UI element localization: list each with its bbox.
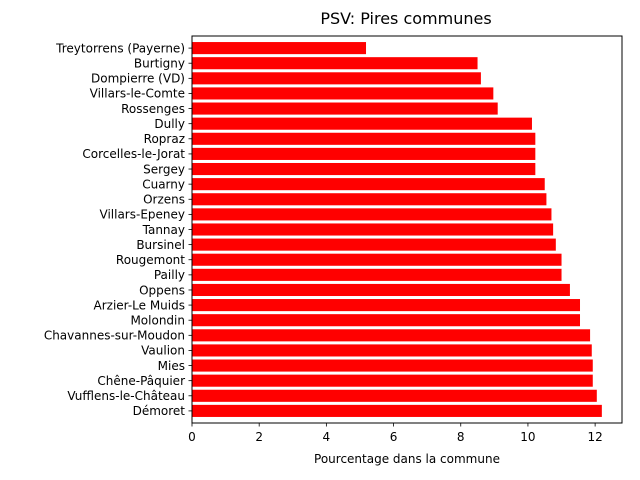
bar-11 (192, 238, 556, 251)
x-tick-label: 4 (323, 430, 331, 444)
bar-9 (192, 268, 562, 281)
y-tick-label: Démoret (133, 404, 186, 418)
x-tick-label: 2 (255, 430, 263, 444)
bars-group (192, 42, 602, 417)
bar-19 (192, 117, 532, 130)
x-tick-label: 8 (457, 430, 465, 444)
bar-21 (192, 87, 494, 100)
bar-10 (192, 253, 562, 266)
bar-15 (192, 178, 545, 191)
bar-6 (192, 314, 581, 327)
bar-3 (192, 359, 593, 372)
bar-23 (192, 57, 478, 70)
y-tick-label: Orzens (143, 193, 185, 207)
x-tick-label: 12 (587, 430, 602, 444)
x-tick-label: 6 (390, 430, 398, 444)
y-tick-label: Rossenges (121, 102, 185, 116)
y-tick-label: Chavannes-sur-Moudon (44, 329, 185, 343)
bar-1 (192, 389, 597, 402)
x-tick-label: 0 (188, 430, 196, 444)
y-tick-label: Sergey (143, 162, 185, 176)
bar-7 (192, 299, 581, 312)
plot-frame (191, 35, 623, 424)
bar-8 (192, 283, 570, 297)
chart-title: PSV: Pires communes (320, 9, 491, 28)
y-axis-ticks: DémoretVufflens-le-ChâteauChêne-PâquierM… (44, 41, 192, 418)
bar-5 (192, 329, 591, 342)
y-tick-label: Pailly (154, 268, 185, 282)
bar-0 (192, 404, 602, 417)
bar-22 (192, 72, 481, 85)
y-tick-label: Treytorrens (Payerne) (55, 41, 185, 55)
bar-12 (192, 223, 554, 236)
y-tick-label: Dully (154, 117, 185, 131)
y-tick-label: Tannay (142, 223, 185, 237)
bar-17 (192, 147, 536, 160)
y-tick-label: Bursinel (136, 238, 185, 252)
bar-4 (192, 344, 592, 357)
x-tick-label: 10 (520, 430, 535, 444)
y-tick-label: Arzier-Le Muids (94, 298, 186, 312)
bar-2 (192, 374, 593, 387)
y-tick-label: Vaulion (141, 344, 185, 358)
y-tick-label: Dompierre (VD) (91, 72, 185, 86)
bar-16 (192, 162, 536, 176)
y-tick-label: Vufflens-le-Château (67, 389, 185, 403)
y-tick-label: Oppens (139, 283, 185, 297)
y-tick-label: Rougemont (116, 253, 185, 267)
bar-18 (192, 132, 536, 145)
bar-20 (192, 102, 498, 115)
y-tick-label: Mies (158, 359, 185, 373)
y-tick-label: Molondin (130, 314, 185, 328)
y-tick-label: Villars-Epeney (100, 208, 186, 222)
y-tick-label: Villars-le-Comte (90, 87, 185, 101)
y-tick-label: Burtigny (134, 57, 185, 71)
y-tick-label: Corcelles-le-Jorat (82, 147, 185, 161)
y-tick-label: Cuarny (142, 177, 185, 191)
x-axis-ticks: 0 2 4 6 8 10 12 (188, 423, 603, 444)
x-axis-label: Pourcentage dans la commune (314, 452, 500, 466)
bar-13 (192, 208, 552, 221)
bar-14 (192, 193, 547, 206)
bar-24 (192, 42, 367, 55)
y-tick-label: Chêne-Pâquier (97, 374, 185, 388)
y-tick-label: Ropraz (144, 132, 185, 146)
